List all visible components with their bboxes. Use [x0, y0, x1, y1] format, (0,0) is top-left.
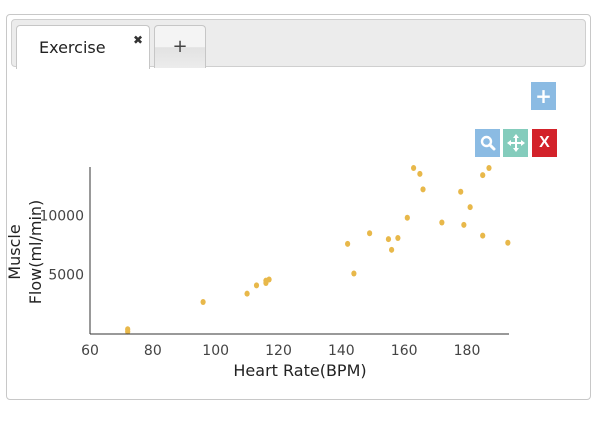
pan-button[interactable]: [503, 129, 528, 157]
x-tick-label: 80: [144, 343, 162, 359]
scatter-points: [125, 165, 511, 335]
x-tick-label: 100: [202, 343, 229, 359]
tab-exercise-label: Exercise: [39, 38, 106, 57]
y-tick-label: 5000: [48, 268, 84, 284]
scatter-point: [367, 230, 373, 237]
y-axis-ticks: 5000 10000: [39, 208, 84, 283]
scatter-point: [458, 188, 464, 195]
x-axis-ticks: 60 80 100 120 140 160 180: [81, 343, 480, 359]
scatter-point: [395, 234, 401, 241]
zoom-button[interactable]: [475, 129, 500, 157]
scatter-point: [480, 232, 486, 239]
scatter-point: [404, 214, 410, 221]
close-chart-button[interactable]: X: [532, 129, 557, 157]
exercise-panel: Exercise ✖ +: [6, 14, 591, 400]
scatter-point: [351, 270, 357, 277]
x-tick-label: 140: [328, 343, 355, 359]
scatter-point: [389, 246, 395, 253]
scatter-point: [486, 165, 492, 171]
scatter-point: [417, 170, 423, 177]
tab-bar: Exercise ✖ +: [11, 19, 586, 69]
scatter-point: [420, 186, 426, 193]
scatter-point: [505, 239, 511, 246]
magnifier-icon: [480, 135, 495, 151]
x-tick-label: 60: [81, 343, 99, 359]
add-chart-button[interactable]: +: [531, 82, 556, 110]
scatter-point: [439, 219, 445, 226]
scatter-point: [253, 282, 260, 289]
x-tick-label: 160: [391, 343, 418, 359]
move-icon: [506, 134, 525, 152]
scatter-point: [200, 298, 206, 305]
add-tab-icon: +: [172, 36, 188, 57]
tab-close-icon[interactable]: ✖: [133, 33, 144, 47]
scatter-point: [345, 240, 351, 247]
x-tick-label: 180: [454, 343, 481, 359]
scatter-point: [385, 236, 392, 243]
scatter-point: [461, 221, 467, 228]
close-icon: X: [539, 134, 550, 151]
x-tick-label: 120: [265, 343, 292, 359]
tab-add[interactable]: +: [154, 25, 206, 68]
x-axis-label: Heart Rate(BPM): [233, 361, 366, 380]
y-axis-label-line2: Flow(ml/min): [26, 200, 45, 305]
y-tick-label: 10000: [39, 208, 84, 224]
scatter-point: [125, 326, 131, 333]
scatter-point: [266, 276, 272, 283]
scatter-point: [410, 165, 417, 171]
plus-icon: +: [535, 84, 552, 108]
scatter-point: [244, 290, 250, 297]
scatter-point: [467, 204, 473, 211]
tab-exercise[interactable]: Exercise ✖: [16, 25, 150, 69]
y-axis-label-line1: Muscle: [5, 224, 24, 279]
scatter-point: [480, 172, 486, 179]
